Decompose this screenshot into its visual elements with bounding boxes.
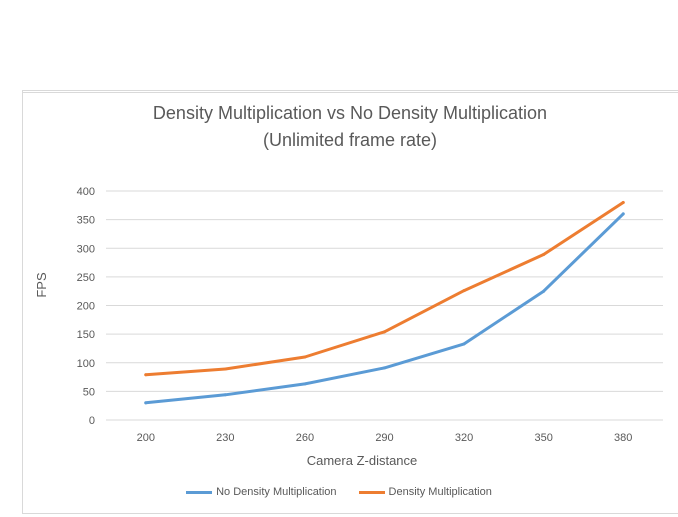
chart-frame-top bbox=[22, 90, 678, 91]
y-axis-title: FPS bbox=[34, 270, 49, 300]
y-tick-label: 350 bbox=[77, 215, 95, 227]
series-lines bbox=[144, 200, 625, 405]
data-point-series-0 bbox=[542, 289, 546, 293]
y-tick-labels: 0 50 100 150 200 250 300 350 400 bbox=[77, 186, 95, 427]
legend-item-series-0: No Density Multiplication bbox=[186, 486, 337, 498]
data-point-series-0 bbox=[303, 382, 307, 386]
chart-frame-left bbox=[22, 90, 23, 514]
gridlines bbox=[106, 190, 663, 421]
series-line-1 bbox=[144, 201, 625, 377]
legend-swatch-series-1 bbox=[358, 490, 385, 494]
chart-subtitle: (Unlimited frame rate) bbox=[262, 130, 438, 150]
series-line-0 bbox=[144, 212, 625, 405]
x-tick-label: 350 bbox=[534, 432, 552, 444]
y-tick-label: 250 bbox=[77, 272, 95, 284]
data-point-series-1 bbox=[462, 289, 466, 293]
data-point-series-1 bbox=[383, 330, 386, 334]
y-tick-label: 150 bbox=[77, 329, 95, 341]
legend-label-series-0: No Density Multiplication bbox=[216, 486, 337, 498]
data-point-series-0 bbox=[621, 212, 625, 216]
y-tick-label: 300 bbox=[77, 243, 95, 255]
data-point-series-1 bbox=[303, 355, 307, 359]
data-point-series-0 bbox=[223, 393, 227, 397]
data-point-series-0 bbox=[462, 342, 466, 346]
legend-swatch-series-0 bbox=[186, 490, 213, 494]
x-axis-title: Camera Z-distance bbox=[306, 453, 418, 468]
legend-label-series-1: Density Multiplication bbox=[388, 486, 492, 498]
data-point-series-1 bbox=[542, 253, 546, 257]
x-tick-label: 230 bbox=[216, 432, 234, 444]
data-point-series-1 bbox=[621, 200, 625, 204]
legend: No Density Multiplication Density Multip… bbox=[0, 486, 678, 498]
data-point-series-1 bbox=[144, 373, 148, 377]
chart-title: Density Multiplication vs No Density Mul… bbox=[152, 103, 548, 123]
x-tick-label: 380 bbox=[614, 432, 632, 444]
y-tick-label: 50 bbox=[83, 386, 95, 398]
y-axis-title-text: FPS bbox=[34, 272, 49, 298]
x-tick-label: 320 bbox=[455, 432, 473, 444]
chart-frame-top-inner bbox=[22, 92, 678, 93]
y-tick-label: 200 bbox=[77, 301, 95, 313]
x-tick-label: 200 bbox=[137, 432, 155, 444]
data-point-series-1 bbox=[223, 367, 227, 371]
y-tick-label: 100 bbox=[77, 358, 95, 370]
x-tick-label: 290 bbox=[375, 432, 393, 444]
y-tick-label: 0 bbox=[89, 415, 95, 427]
x-tick-label: 260 bbox=[296, 432, 314, 444]
legend-item-series-1: Density Multiplication bbox=[358, 486, 492, 498]
data-point-series-0 bbox=[144, 401, 148, 405]
x-tick-labels: 200 230 260 290 320 350 380 bbox=[137, 432, 633, 444]
data-point-series-0 bbox=[383, 366, 386, 370]
chart-frame-bottom bbox=[22, 513, 678, 514]
y-tick-label: 400 bbox=[77, 186, 95, 198]
